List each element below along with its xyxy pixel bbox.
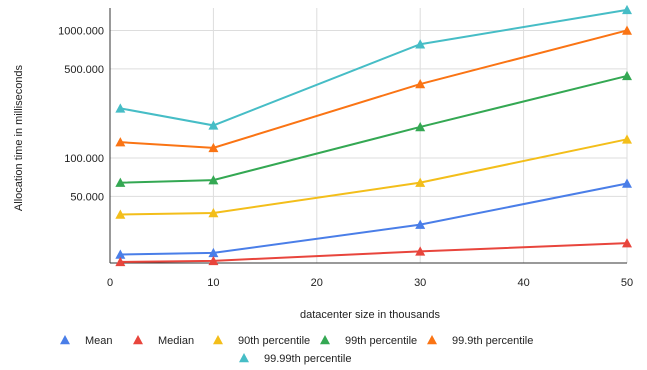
x-tick-label: 10	[207, 277, 219, 289]
axes: 0 10 20 30 40 50 50.000 100.000 500.000 1000.000	[58, 8, 633, 289]
legend: Mean Median 90th percentile 99th percentile…	[60, 335, 533, 365]
data-point-median	[415, 246, 426, 256]
legend-marker-icon	[133, 335, 143, 345]
data-point-99-99th-percentile	[115, 103, 126, 113]
data-point-99-9th-percentile	[415, 79, 426, 89]
data-point-99th-percentile	[115, 177, 126, 187]
legend-marker-icon	[239, 353, 249, 363]
series-line-90th-percentile	[120, 138, 628, 216]
y-tick-label: 500.000	[64, 64, 104, 76]
data-point-99-9th-percentile	[115, 137, 126, 147]
x-axis-label: datacenter size in thousands	[300, 309, 441, 321]
y-axis-label: Allocation time in milliseconds	[13, 64, 25, 211]
data-point-90th-percentile	[622, 134, 632, 144]
data-point-median	[115, 256, 126, 267]
legend-label: 90th percentile	[238, 335, 310, 347]
legend-label: Median	[158, 335, 194, 347]
legend-marker-icon	[320, 335, 330, 345]
legend-marker-icon	[60, 335, 70, 345]
data-point-mean	[415, 219, 426, 229]
data-point-99-9th-percentile	[622, 25, 632, 35]
y-tick-label: 1000.000	[58, 25, 104, 37]
data-point-99th-percentile	[208, 175, 219, 185]
legend-label: Mean	[85, 335, 113, 347]
data-point-99th-percentile	[622, 70, 632, 81]
legend-label: 99.99th percentile	[264, 353, 351, 365]
x-tick-label: 20	[311, 277, 323, 289]
data-point-mean	[208, 247, 219, 258]
data-point-90th-percentile	[415, 177, 426, 187]
data-point-mean	[622, 178, 632, 188]
legend-marker-icon	[213, 335, 223, 345]
series-line-99-9th-percentile	[120, 29, 628, 149]
grid	[110, 8, 628, 263]
y-tick-label: 50.000	[70, 191, 104, 203]
x-tick-label: 0	[107, 277, 113, 289]
data-point-90th-percentile	[208, 208, 219, 218]
y-tick-label: 100.000	[64, 153, 104, 165]
data-point-99-99th-percentile	[415, 39, 426, 49]
series-lines	[115, 4, 632, 267]
series-line-mean	[120, 182, 628, 256]
data-point-99-9th-percentile	[208, 142, 219, 153]
data-point-99-99th-percentile	[208, 120, 219, 130]
series-line-median	[120, 242, 628, 263]
x-tick-label: 40	[517, 277, 529, 289]
legend-label: 99th percentile	[345, 335, 417, 347]
data-point-median	[622, 238, 632, 248]
legend-marker-icon	[427, 335, 437, 345]
data-point-90th-percentile	[115, 209, 126, 219]
series-line-99-99th-percentile	[120, 8, 628, 127]
series-line-99th-percentile	[120, 74, 628, 184]
x-tick-label: 30	[414, 277, 426, 289]
data-point-99th-percentile	[415, 121, 426, 132]
data-point-mean	[115, 249, 126, 259]
data-point-99-99th-percentile	[622, 4, 632, 15]
legend-label: 99.9th percentile	[452, 335, 533, 347]
x-tick-label: 50	[621, 277, 633, 289]
data-point-median	[208, 255, 219, 266]
